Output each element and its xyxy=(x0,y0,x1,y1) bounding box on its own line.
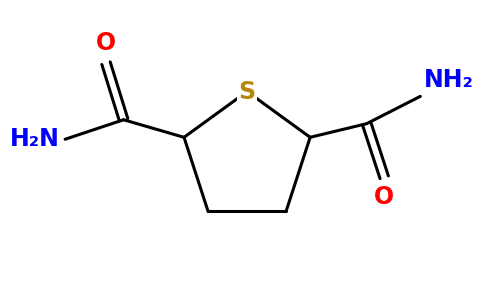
Text: NH₂: NH₂ xyxy=(424,68,474,92)
Text: O: O xyxy=(96,32,116,56)
Text: S: S xyxy=(239,80,256,103)
Text: H₂N: H₂N xyxy=(10,127,60,151)
Text: O: O xyxy=(374,185,394,209)
